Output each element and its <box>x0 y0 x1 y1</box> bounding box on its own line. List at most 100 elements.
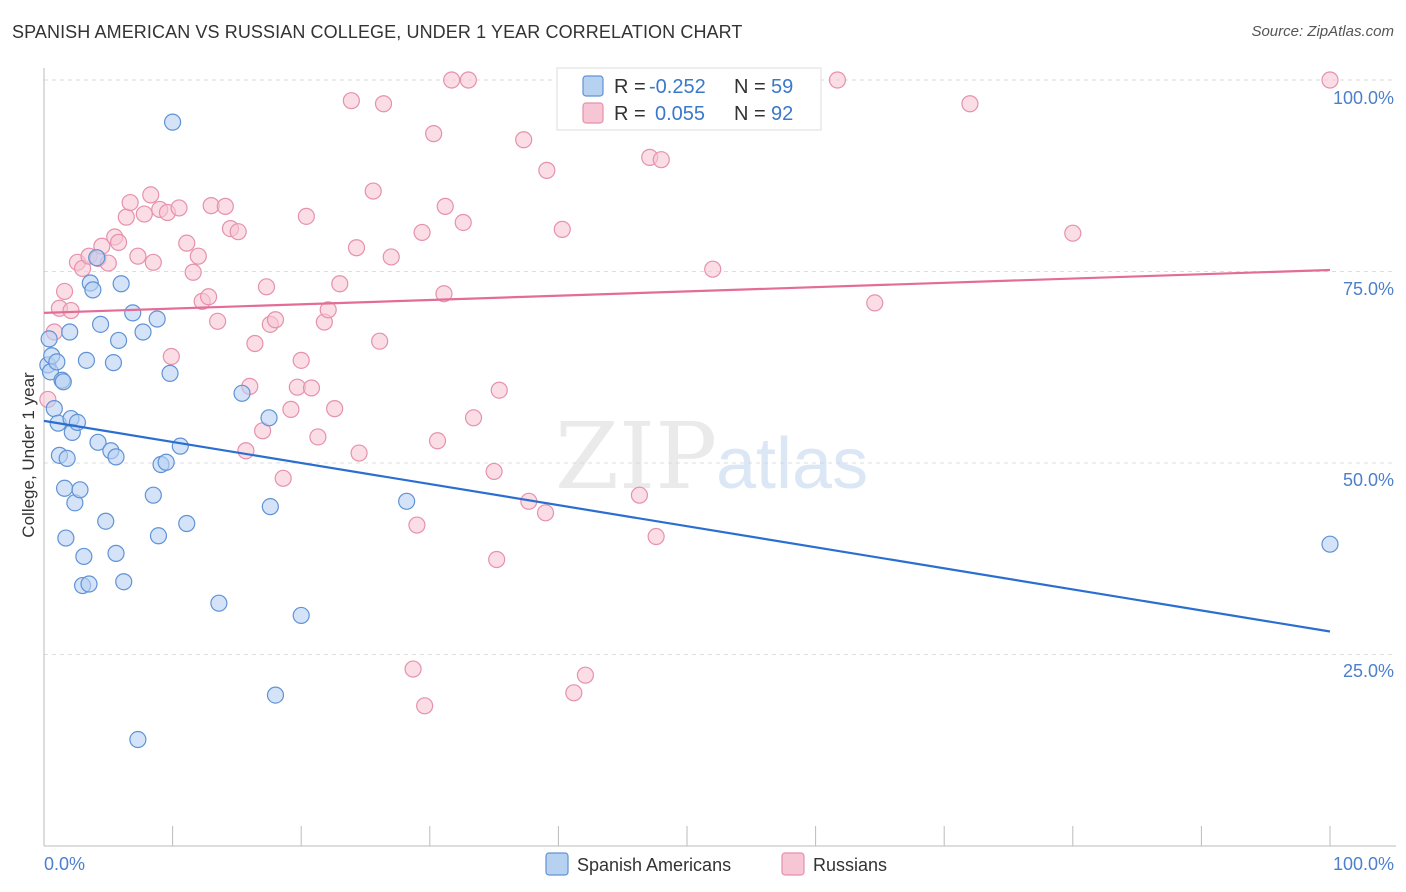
russians-point <box>565 684 583 702</box>
spanish-americans-point <box>88 249 106 267</box>
russians-point <box>292 351 310 369</box>
russians-point <box>404 660 422 678</box>
spanish-americans-point <box>261 498 279 516</box>
stats-r-value-blue: -0.252 <box>649 76 706 98</box>
russians-point <box>109 233 128 251</box>
russians-point <box>347 239 366 257</box>
spanish-americans-point <box>157 453 175 471</box>
spanish-americans-point <box>97 512 115 530</box>
spanish-americans-points <box>39 113 1339 749</box>
russians-point <box>416 697 434 715</box>
y-tick-label-25: 25.0% <box>1343 661 1394 681</box>
spanish-americans-point <box>80 575 98 593</box>
stats-swatch-pink <box>582 102 604 124</box>
stats-n-value-pink: 92 <box>771 103 793 125</box>
y-axis-label: College, Under 1 year <box>19 372 38 538</box>
russians-point <box>326 400 344 418</box>
russians-point <box>408 516 426 534</box>
watermark-atlas: atlas <box>716 424 868 504</box>
russians-point <box>142 186 160 204</box>
spanish-americans-point <box>89 433 107 451</box>
russians-point <box>704 260 722 278</box>
spanish-americans-point <box>124 304 142 322</box>
russians-point <box>647 527 665 546</box>
spanish-americans-point <box>1321 535 1339 553</box>
russians-point <box>342 92 360 110</box>
spanish-americans-point <box>260 409 278 427</box>
stats-r-label-blue: R = <box>614 76 646 98</box>
legend: Spanish Americans Russians <box>545 852 887 876</box>
russians-point <box>413 223 431 242</box>
spanish-americans-point <box>58 449 76 468</box>
spanish-americans-point <box>77 351 96 369</box>
russians-point <box>828 71 847 89</box>
russians-point <box>961 95 979 113</box>
russians-point <box>364 182 382 200</box>
gridlines <box>44 79 1396 655</box>
stats-r-label-pink: R = <box>614 103 646 125</box>
legend-label-russians: Russians <box>813 855 887 875</box>
trend-lines <box>43 268 1331 633</box>
russians-point <box>229 223 247 241</box>
spanish-americans-point <box>134 323 152 341</box>
russians-point <box>200 288 218 306</box>
spanish-americans-point <box>71 481 89 499</box>
russians-point <box>162 347 180 366</box>
russians-point <box>454 213 472 232</box>
spanish-americans-point <box>104 354 123 372</box>
russians-point <box>121 193 139 212</box>
russians-point <box>55 282 74 301</box>
axes <box>43 68 1396 847</box>
russians-point <box>515 131 533 149</box>
spanish-americans-point <box>109 331 128 350</box>
spanish-americans-trend-line <box>43 419 1331 633</box>
spanish-americans-point <box>148 310 166 328</box>
russians-point <box>435 285 453 303</box>
russians-point <box>302 379 321 397</box>
russians-point <box>170 199 188 217</box>
russians-point <box>538 161 556 179</box>
russians-point <box>178 234 196 252</box>
spanish-americans-point <box>292 606 310 625</box>
spanish-americans-point <box>266 686 285 704</box>
spanish-americans-point <box>149 527 168 545</box>
russians-point <box>184 263 202 281</box>
x-ticks <box>43 826 1331 846</box>
russians-point <box>436 197 454 215</box>
russians-point <box>209 312 227 330</box>
russians-point <box>371 332 389 350</box>
spanish-americans-point <box>129 730 147 749</box>
spanish-americans-point <box>398 492 416 510</box>
spanish-americans-point <box>171 437 189 455</box>
spanish-americans-point <box>55 479 74 497</box>
russians-point <box>274 469 292 487</box>
russians-point <box>1321 71 1339 89</box>
spanish-americans-point <box>112 275 130 293</box>
russians-trend-line <box>43 268 1331 314</box>
spanish-americans-point <box>178 514 196 533</box>
spanish-americans-point <box>75 547 93 566</box>
russians-point <box>282 400 300 418</box>
chart-title: SPANISH AMERICAN VS RUSSIAN COLLEGE, UND… <box>12 22 743 42</box>
russians-point <box>428 432 447 450</box>
russians-point <box>536 504 555 522</box>
russians-point <box>331 275 349 293</box>
russians-point <box>485 462 503 481</box>
russians-point <box>490 381 508 399</box>
spanish-americans-point <box>164 113 182 131</box>
russians-point <box>117 208 135 226</box>
russians-point <box>144 253 162 271</box>
russians-point <box>425 125 443 143</box>
russians-point <box>319 301 337 319</box>
russians-point <box>350 444 368 462</box>
spanish-americans-point <box>84 281 102 299</box>
russians-point <box>237 442 255 460</box>
spanish-americans-point <box>144 486 162 504</box>
y-tick-label-100: 100.0% <box>1333 88 1394 108</box>
stats-n-value-blue: 59 <box>771 76 793 98</box>
spanish-americans-point <box>233 384 251 402</box>
source-credit: Source: ZipAtlas.com <box>1251 23 1394 40</box>
spanish-americans-point <box>61 323 79 341</box>
russians-point <box>129 247 147 265</box>
spanish-americans-point <box>45 400 63 418</box>
